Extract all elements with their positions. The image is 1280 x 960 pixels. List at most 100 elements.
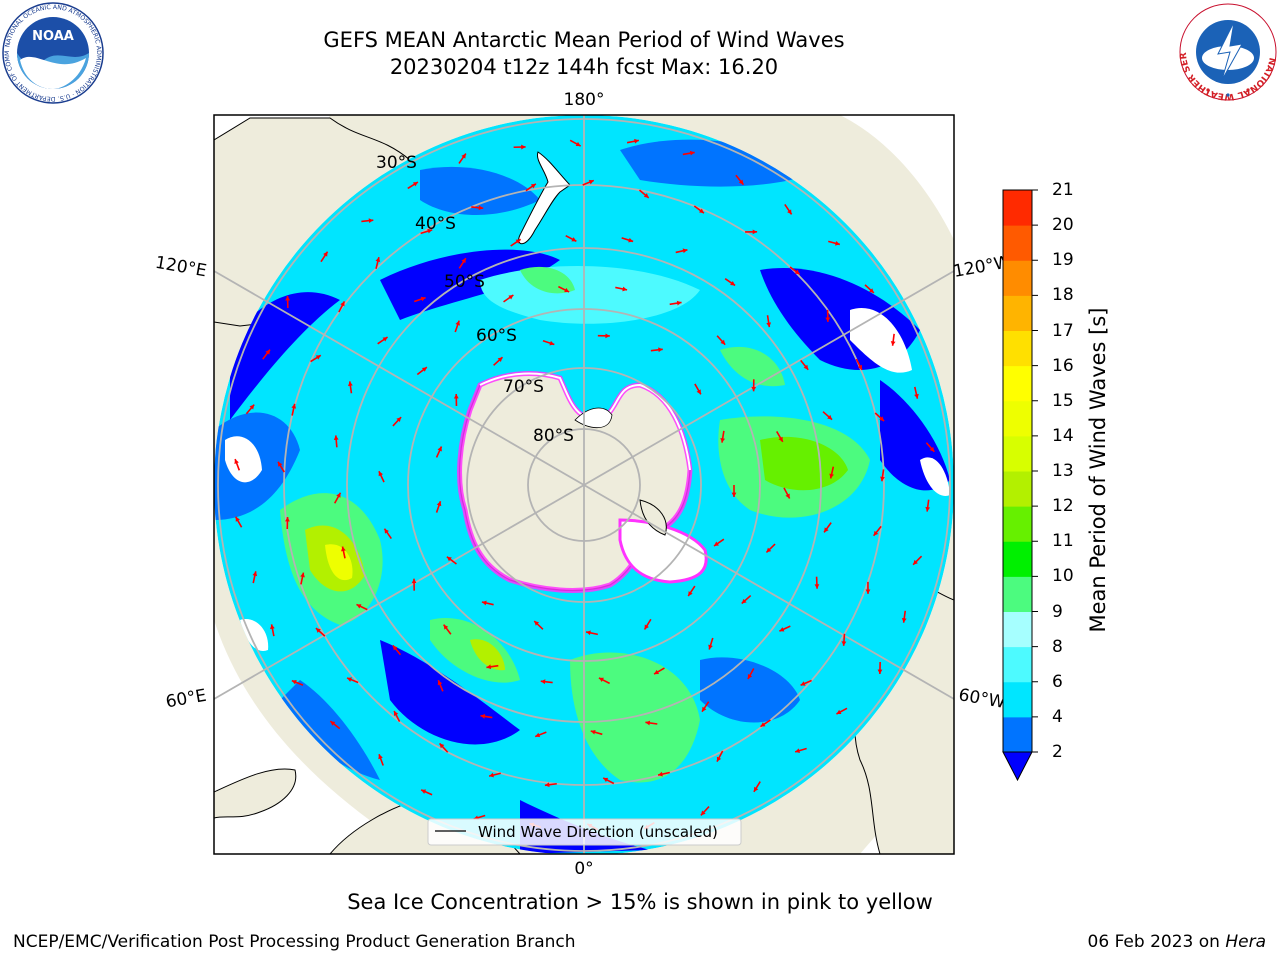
wind-wave-arrowhead [720, 339, 726, 345]
wind-wave-arrowhead [588, 179, 594, 185]
wind-wave-arrowhead [800, 681, 806, 686]
wind-wave-arrowhead [421, 789, 427, 794]
wind-wave-arrowhead [644, 624, 649, 630]
wind-wave-arrowhead [880, 476, 885, 482]
colorbar [1002, 189, 1038, 782]
wind-wave-arrowhead [427, 228, 433, 234]
period-band-2s [380, 640, 520, 745]
wind-wave-arrowhead [412, 182, 418, 187]
wind-wave-arrowhead [336, 492, 341, 498]
colorbar-tick-label: 20 [1052, 215, 1074, 236]
wind-wave-arrowhead [384, 528, 389, 534]
colorbar-tick-label: 19 [1052, 250, 1074, 271]
colorbar-band [1003, 716, 1032, 753]
wind-wave-arrowhead [901, 618, 907, 623]
wind-wave-arrowhead [634, 138, 639, 144]
period-band-4s [420, 166, 540, 215]
wind-wave-arrowhead [393, 710, 399, 716]
lon-label-180: 180° [564, 90, 605, 110]
wind-wave-arrowhead [249, 404, 255, 410]
wind-wave-arrowhead [481, 600, 487, 606]
colorbar-tick-label: 12 [1052, 496, 1074, 517]
period-band-12s [470, 639, 505, 671]
period-band-4s [280, 680, 380, 780]
colorbar-band [1003, 190, 1032, 226]
wind-wave-arrowhead [437, 446, 442, 452]
wind-wave-arrowhead [824, 527, 829, 533]
wind-wave-arrowhead [654, 669, 660, 675]
wind-wave-arrowhead [879, 416, 885, 422]
colorbar-tick-label: 4 [1052, 706, 1063, 727]
colorbar-tick-label: 2 [1052, 742, 1063, 762]
wind-wave-arrowhead [521, 144, 526, 150]
period-band-9s [720, 346, 785, 387]
lat-label-30s: 30°S [376, 153, 417, 173]
wind-wave-arrowhead [333, 435, 339, 440]
wind-wave-arrowhead [590, 729, 596, 735]
colorbar-band [1003, 541, 1032, 577]
lon-label-0: 0° [574, 859, 593, 879]
lat-label-40s: 40°S [415, 214, 456, 234]
wind-wave-arrowhead [564, 287, 570, 293]
legend-label: Wind Wave Direction (unscaled) [478, 823, 718, 841]
wind-wave-arrowhead [890, 341, 896, 346]
colorbar-band [1003, 400, 1032, 437]
lon-label-120e: 120°E [154, 253, 208, 282]
colorbar-tick-label: 18 [1052, 285, 1074, 306]
wind-wave-arrowhead [455, 320, 460, 326]
wind-wave-arrowhead [731, 492, 737, 497]
antarctic-peninsula [639, 499, 667, 536]
colorbar-tick-label: 14 [1052, 425, 1074, 446]
map-frame-content [214, 115, 954, 854]
wind-wave-arrowhead [730, 280, 736, 286]
wind-wave-arrowhead [234, 459, 239, 465]
date-text: 06 Feb 2023 on Hera [1088, 932, 1266, 952]
colorbar-band [1003, 365, 1032, 402]
colorbar-tick-label: 21 [1052, 180, 1074, 200]
colorbar-tick-label: 17 [1052, 320, 1074, 341]
wind-wave-arrowhead [497, 357, 503, 362]
meridian-60w [583, 484, 954, 700]
wind-wave-arrowhead [914, 393, 919, 399]
credit-text: NCEP/EMC/Verification Post Processing Pr… [13, 932, 576, 952]
wind-wave-arrowhead [315, 628, 321, 633]
wind-wave-arrowhead [622, 286, 628, 292]
wind-wave-arrowhead [760, 722, 766, 727]
wind-wave-arrowhead [446, 556, 452, 562]
meridian-120w [583, 270, 954, 486]
wind-wave-arrowhead [323, 251, 328, 257]
colorbar-band [1003, 681, 1032, 718]
wind-wave-arrowhead [515, 239, 521, 244]
wind-wave-arrowhead [814, 584, 820, 589]
colorbar-tick-label: 8 [1052, 636, 1063, 657]
wind-wave-arrowhead [753, 786, 759, 792]
wind-wave-arrowhead [453, 394, 459, 399]
no-data-patch [850, 308, 912, 373]
lat-label-70s: 70°S [503, 377, 544, 397]
wind-wave-arrowhead [873, 530, 879, 536]
wind-wave-arrowhead [794, 269, 800, 275]
latitude-labels: 30°S 40°S 50°S 60°S 70°S 80°S [376, 153, 574, 446]
legend-box [427, 818, 742, 846]
wind-wave-arrowhead [841, 641, 847, 646]
wind-wave-arrowhead [869, 288, 874, 293]
nws-logo: NATIONAL WEATHER SERVICE [1178, 2, 1277, 101]
plot-subtitle: 20230204 t12z 144h fcst Max: 16.20 [389, 55, 779, 79]
period-band-14s [325, 544, 353, 581]
wind-wave-arrowhead [291, 680, 297, 685]
colorbar-band [1003, 295, 1032, 331]
wind-wave-arrowhead [443, 624, 449, 630]
colorbar-band [1003, 260, 1032, 296]
wind-wave-arrowhead [340, 301, 345, 307]
period-band-9s [570, 652, 700, 783]
period-band-2s [230, 292, 340, 420]
wind-wave-arrowhead [486, 664, 492, 670]
wind-wave-arrowhead [461, 153, 466, 159]
lon-label-60w: 60°W [957, 685, 1007, 713]
wind-wave-arrowhead [330, 721, 336, 726]
wind-wave-arrowhead [535, 732, 541, 738]
lat-label-60s: 60°S [476, 326, 517, 346]
new-zealand-landmass [518, 151, 571, 245]
map-frame [213, 114, 955, 855]
